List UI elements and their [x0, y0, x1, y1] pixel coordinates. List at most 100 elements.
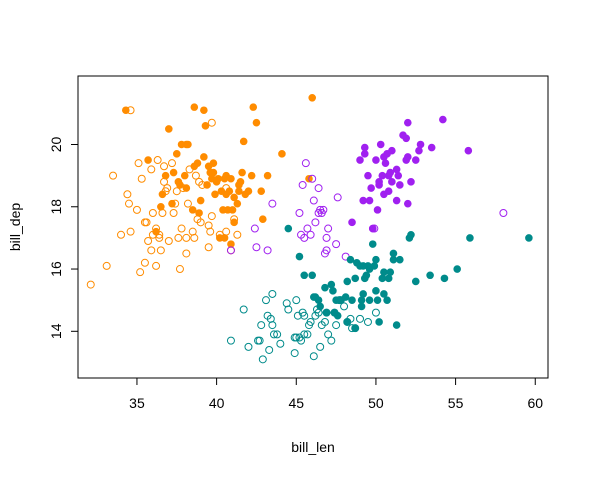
- data-point: [86, 280, 95, 289]
- data-point: [308, 271, 317, 280]
- data-point: [403, 153, 412, 161]
- data-point: [297, 336, 306, 345]
- data-point: [142, 218, 151, 227]
- data-point: [227, 240, 235, 248]
- data-point: [228, 206, 237, 214]
- data-point: [396, 181, 404, 189]
- data-point: [453, 265, 461, 273]
- data-point: [466, 234, 474, 242]
- data-point: [172, 150, 181, 158]
- data-point: [322, 308, 331, 317]
- data-point: [165, 125, 173, 133]
- data-point: [193, 159, 202, 167]
- data-point: [321, 283, 329, 292]
- data-point: [233, 230, 242, 239]
- data-point: [134, 159, 143, 168]
- data-point: [319, 205, 328, 214]
- data-point: [386, 168, 395, 177]
- data-point: [380, 290, 388, 298]
- data-point: [208, 174, 216, 183]
- data-point: [198, 180, 207, 189]
- data-point: [392, 165, 401, 174]
- data-point: [389, 249, 398, 258]
- data-point: [356, 314, 364, 323]
- data-point: [306, 317, 315, 326]
- data-point: [306, 230, 315, 239]
- data-point: [257, 187, 266, 195]
- data-point: [356, 156, 364, 164]
- data-point: [392, 196, 401, 205]
- data-point: [348, 296, 356, 304]
- data-point: [147, 165, 156, 174]
- data-point: [117, 230, 126, 239]
- data-point: [392, 321, 401, 329]
- data-point: [311, 218, 320, 227]
- data-point: [525, 234, 533, 242]
- data-point: [158, 208, 167, 217]
- data-point: [364, 171, 372, 180]
- data-point: [373, 296, 382, 304]
- data-point: [209, 159, 218, 167]
- data-point: [426, 271, 434, 280]
- data-point: [373, 206, 382, 214]
- data-point: [206, 227, 215, 236]
- data-point: [278, 150, 286, 158]
- data-point: [182, 249, 191, 258]
- data-point: [252, 118, 261, 127]
- data-point: [298, 180, 307, 189]
- data-point: [378, 274, 387, 283]
- data-point: [332, 321, 341, 330]
- data-point: [351, 324, 360, 333]
- data-point: [357, 296, 366, 304]
- data-point: [394, 171, 403, 180]
- data-point: [148, 208, 157, 217]
- data-point: [163, 184, 172, 193]
- data-point: [262, 296, 270, 305]
- data-point: [324, 330, 333, 339]
- data-point: [359, 262, 367, 270]
- data-point: [322, 246, 331, 255]
- data-point: [124, 199, 133, 208]
- data-point: [152, 224, 161, 233]
- data-point: [222, 184, 231, 193]
- data-point: [214, 174, 223, 183]
- data-point: [230, 215, 239, 224]
- data-point: [268, 289, 277, 298]
- data-point: [411, 156, 420, 164]
- data-point: [268, 321, 277, 330]
- data-point: [360, 143, 369, 152]
- data-point: [300, 311, 309, 320]
- data-point: [314, 184, 323, 193]
- data-point: [255, 336, 264, 345]
- data-point: [188, 206, 197, 214]
- data-point: [172, 187, 181, 196]
- data-point: [263, 171, 272, 180]
- x-tick-label: 55: [448, 395, 464, 411]
- data-point: [239, 305, 248, 314]
- data-point: [156, 246, 165, 255]
- data-point: [308, 93, 317, 102]
- data-point: [384, 274, 393, 283]
- data-point: [148, 230, 157, 239]
- data-point: [147, 246, 156, 255]
- data-point: [257, 321, 266, 330]
- data-point: [233, 199, 242, 208]
- data-point: [295, 252, 304, 261]
- data-point: [407, 230, 415, 239]
- data-point: [378, 171, 387, 180]
- data-point: [362, 271, 371, 280]
- data-point: [303, 224, 312, 233]
- data-point: [160, 162, 169, 171]
- data-point: [152, 261, 161, 270]
- data-point: [269, 330, 278, 339]
- y-axis: 14 16 18 20: [48, 136, 79, 339]
- data-point: [247, 171, 256, 180]
- data-point: [183, 199, 192, 208]
- data-point: [368, 240, 377, 248]
- data-point: [360, 150, 369, 158]
- data-point: [308, 174, 317, 183]
- data-point: [330, 308, 339, 317]
- data-point: [416, 140, 425, 149]
- y-tick-label: 16: [48, 261, 64, 277]
